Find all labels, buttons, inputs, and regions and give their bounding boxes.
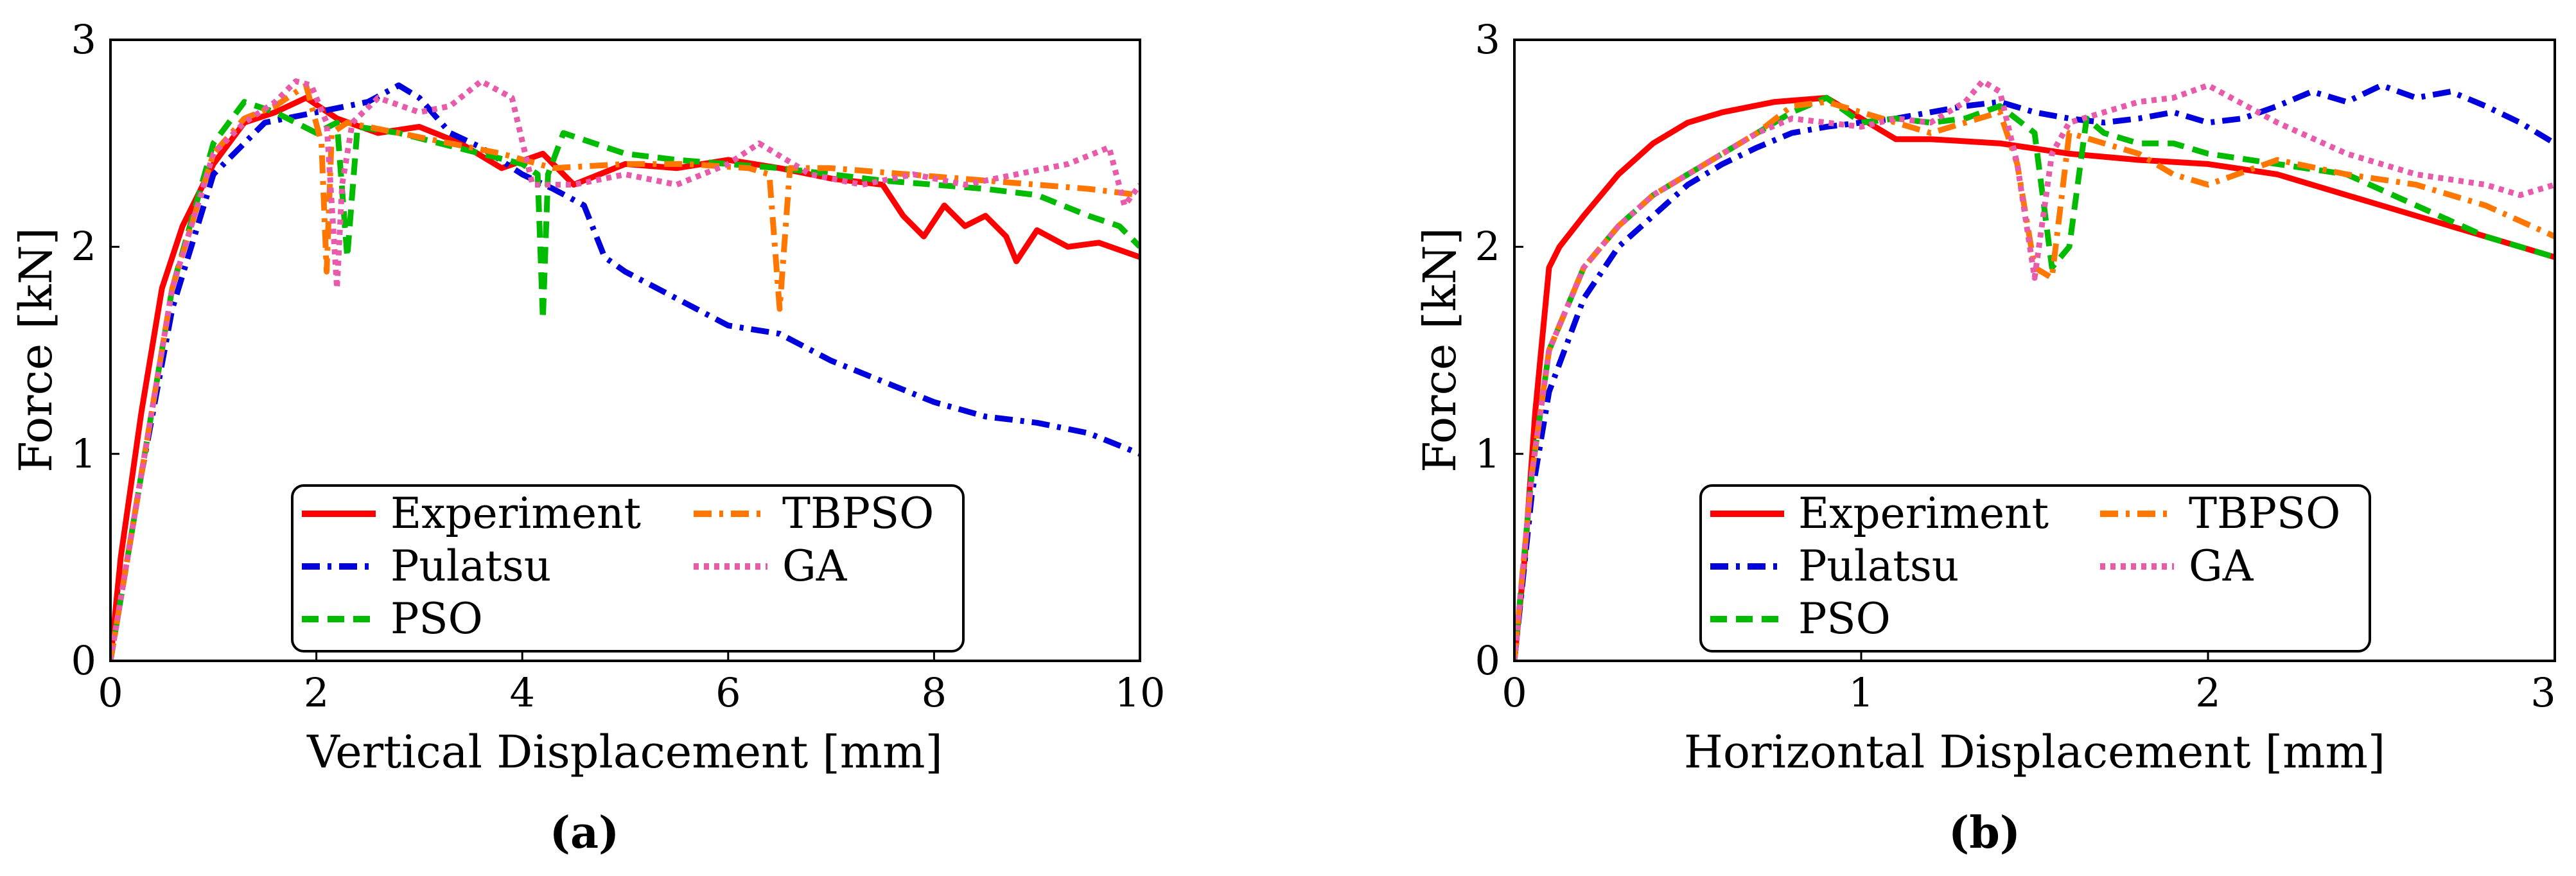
y-axis-label-b: Force [kN]: [1414, 227, 1466, 473]
y-tick-label: 0: [71, 637, 96, 684]
x-tick-label: 6: [715, 669, 740, 716]
x-tick-label: 0: [98, 669, 123, 716]
x-tick-label: 2: [2195, 669, 2220, 716]
x-tick-label: 10: [1115, 669, 1166, 716]
series-line-ga: [1514, 78, 2555, 661]
x-ticks-b: 0 1 2 3: [1502, 652, 2556, 716]
panel-a: 0 1 2 3 0 2 4 6 8 10 Vertical Displaceme…: [10, 16, 1165, 859]
x-axis-label-b: Horizontal Displacement [mm]: [1684, 726, 2385, 778]
x-axis-label-a: Vertical Displacement [mm]: [306, 726, 943, 778]
y-tick-label: 1: [71, 430, 96, 477]
legend-b: Experiment Pulatsu PSO TBPSO GA: [1699, 484, 2371, 653]
series-line-pulatsu: [1514, 82, 2555, 661]
y-tick-label: 1: [1475, 430, 1500, 477]
legend-label-pulatsu: Pulatsu: [390, 541, 551, 591]
y-ticks-a: 0 1 2 3: [71, 16, 119, 684]
panel-caption-b: (b): [1949, 807, 2020, 859]
legend-box-a: [291, 484, 965, 653]
series-line-pso: [1514, 94, 2555, 661]
legend-box-b: [1699, 484, 2371, 653]
y-tick-label: 0: [1475, 637, 1500, 684]
series-layer-a: [110, 78, 1140, 661]
legend-a: Experiment Pulatsu PSO TBPSO GA: [291, 484, 965, 653]
x-tick-label: 2: [304, 669, 329, 716]
legend-label-tbpso: TBPSO: [782, 489, 934, 538]
series-line-ga: [110, 78, 1140, 661]
plot-frame-a: [109, 39, 1141, 662]
y-axis-label-a: Force [kN]: [10, 227, 62, 473]
y-tick-label: 2: [71, 223, 96, 270]
legend-label-experiment: Experiment: [1798, 489, 2049, 538]
x-ticks-a: 0 2 4 6 8 10: [98, 652, 1165, 716]
legend-label-tbpso: TBPSO: [2189, 489, 2340, 538]
y-tick-label: 3: [71, 16, 96, 63]
series-layer-b: [1514, 78, 2555, 661]
x-tick-label: 8: [922, 669, 947, 716]
y-ticks-b: 0 1 2 3: [1475, 16, 1523, 684]
series-line-experiment: [110, 94, 1140, 661]
y-tick-label: 3: [1475, 16, 1500, 63]
x-tick-label: 4: [509, 669, 534, 716]
legend-label-pso: PSO: [390, 594, 483, 644]
x-tick-label: 3: [2530, 669, 2555, 716]
legend-label-ga: GA: [782, 541, 848, 591]
series-line-pulatsu: [110, 82, 1140, 661]
y-tick-label: 2: [1475, 223, 1500, 270]
series-line-pso: [110, 99, 1140, 661]
legend-label-pso: PSO: [1798, 594, 1891, 644]
plot-frame-b: [1513, 39, 2556, 662]
panel-caption-a: (a): [550, 807, 619, 859]
legend-label-pulatsu: Pulatsu: [1798, 541, 1959, 591]
legend-label-ga: GA: [2189, 541, 2254, 591]
x-tick-label: 1: [1848, 669, 1873, 716]
panel-b: 0 1 2 3 0 1 2 3 Horizontal Displacement …: [1414, 16, 2556, 859]
legend-label-experiment: Experiment: [390, 489, 641, 538]
x-tick-label: 0: [1502, 669, 1527, 716]
